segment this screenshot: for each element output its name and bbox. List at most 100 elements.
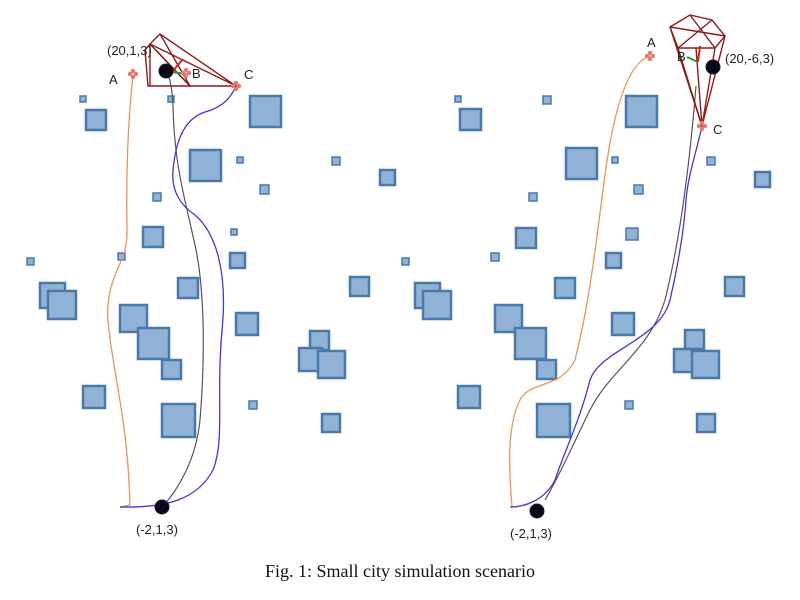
waypoint-petal xyxy=(647,56,653,62)
waypoint-petal xyxy=(130,68,136,74)
waypoint-petal xyxy=(180,70,186,76)
left-waypoint-a-label: A xyxy=(109,72,118,87)
waypoint-petal xyxy=(236,83,242,89)
left-drone-start xyxy=(154,499,170,515)
left-obstacle-block xyxy=(176,276,200,300)
left-obstacle-block xyxy=(152,192,162,202)
right-obstacle-block xyxy=(454,95,462,103)
left-obstacle-block xyxy=(118,303,149,334)
left-obstacle-block xyxy=(46,289,78,321)
right-obstacle-block xyxy=(458,107,483,132)
waypoint-petal xyxy=(130,74,136,80)
waypoint-petal xyxy=(699,126,705,132)
waypoint-petal xyxy=(696,123,702,129)
right-obstacle-block xyxy=(535,402,572,439)
left-waypoint-b-label: B xyxy=(192,66,201,81)
right-obstacle-block xyxy=(421,289,453,321)
right-obstacle-block xyxy=(514,226,538,250)
left-obstacle-block xyxy=(259,184,270,195)
left-obstacle-block xyxy=(228,251,247,270)
waypoint-petal xyxy=(647,50,653,56)
right-obstacle-block xyxy=(564,146,599,181)
left-obstacle-block xyxy=(141,225,165,249)
right-obstacle-block xyxy=(535,358,558,381)
left-obstacle-block xyxy=(160,358,183,381)
right-trajectory-a xyxy=(508,55,651,508)
left-camera-frustum xyxy=(144,33,239,87)
waypoint-petal xyxy=(183,73,189,79)
right-obstacle-block xyxy=(695,412,717,434)
left-waypoint-a-marker xyxy=(127,68,139,80)
left-obstacle-block xyxy=(136,326,171,361)
waypoint-petal xyxy=(183,67,189,73)
right-drone-start xyxy=(529,503,545,519)
right-trajectory-c xyxy=(509,125,703,508)
left-obstacle-block xyxy=(167,95,175,103)
right-obstacle-block xyxy=(706,156,716,166)
waypoint-petal xyxy=(702,123,708,129)
right-obstacle-block xyxy=(401,257,410,266)
right-obstacle-block xyxy=(542,95,552,105)
left-obstacle-block xyxy=(81,384,107,410)
left-obstacle-block xyxy=(248,94,283,129)
waypoint-petal xyxy=(133,71,139,77)
left-obstacle-block xyxy=(79,95,87,103)
left-waypoint-b-marker xyxy=(180,67,192,79)
right-waypoint-a-label: A xyxy=(647,35,656,50)
left-obstacle-block xyxy=(160,402,197,439)
left-obstacle-block xyxy=(331,156,341,166)
left-obstacle-block xyxy=(378,168,397,187)
right-obstacle-block xyxy=(513,326,548,361)
left-obstacle-block xyxy=(234,311,260,337)
right-obstacle-block xyxy=(624,400,634,410)
left-waypoint-c-marker xyxy=(230,80,242,92)
waypoint-petal xyxy=(233,86,239,92)
left-drone-goal xyxy=(158,63,174,79)
waypoint-petal xyxy=(230,83,236,89)
right-simulation-panel: A B (20,-6,3) C (-2,1,3) xyxy=(401,14,774,541)
left-obstacle-block xyxy=(26,257,35,266)
left-trajectory-c xyxy=(119,85,237,508)
right-obstacle-block xyxy=(690,349,721,380)
left-obstacle-block xyxy=(230,228,238,236)
left-obstacle-field xyxy=(26,94,397,439)
left-obstacle-block xyxy=(188,148,223,183)
waypoint-petal xyxy=(127,71,133,77)
left-obstacle-block xyxy=(316,349,347,380)
left-obstacle-block xyxy=(84,108,108,132)
left-obstacle-block xyxy=(248,400,258,410)
right-obstacle-block xyxy=(610,311,636,337)
right-trajectory-b xyxy=(544,85,697,501)
left-waypoint-c-label: C xyxy=(244,67,253,82)
right-obstacle-field xyxy=(401,94,772,439)
simulation-figure: (20,1,3) A B C (-2,1,3) A B xyxy=(26,14,774,541)
right-obstacle-block xyxy=(528,192,538,202)
right-waypoint-a-marker xyxy=(644,50,656,62)
waypoint-petal xyxy=(650,53,656,59)
left-trajectory-b xyxy=(161,73,204,508)
right-waypoint-c-marker xyxy=(696,120,708,132)
waypoint-petal xyxy=(186,70,192,76)
left-trajectory-a xyxy=(107,75,134,508)
right-body-axes xyxy=(686,45,701,63)
waypoint-petal xyxy=(644,53,650,59)
right-obstacle-block xyxy=(753,170,772,189)
right-obstacle-block xyxy=(456,384,482,410)
right-waypoint-c-label: C xyxy=(713,122,722,137)
left-start-label: (-2,1,3) xyxy=(136,522,178,537)
waypoint-petal xyxy=(233,80,239,86)
left-obstacle-block xyxy=(348,275,371,298)
right-waypoint-b-label: B xyxy=(677,49,686,64)
right-obstacle-block xyxy=(490,252,500,262)
right-obstacle-block xyxy=(723,275,746,298)
right-obstacle-block xyxy=(624,94,659,129)
right-goal-label: (20,-6,3) xyxy=(725,51,774,66)
left-obstacle-block xyxy=(236,156,244,164)
right-drone-goal xyxy=(705,59,721,75)
right-obstacle-block xyxy=(553,276,577,300)
right-obstacle-block xyxy=(625,227,639,241)
right-obstacle-block xyxy=(611,156,619,164)
right-obstacle-block xyxy=(604,251,623,270)
right-obstacle-block xyxy=(633,184,644,195)
figure-caption: Fig. 1: Small city simulation scenario xyxy=(265,561,535,581)
